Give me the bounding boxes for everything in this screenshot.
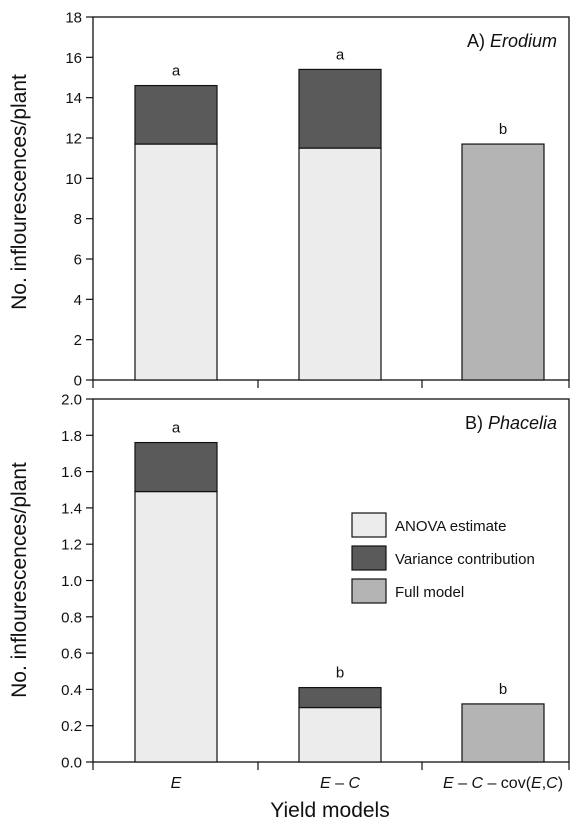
y-tick-label-b: 1.6 xyxy=(61,464,82,481)
y-tick-label-b: 0.2 xyxy=(61,718,82,735)
panel-b-phacelia: 0.0 0.2 0.4 0.6 0.8 1.0 1.2 1.4 1.6 1.8 2.0 a b b B) P… xyxy=(61,392,570,772)
x-category-label-2: E – C xyxy=(320,775,360,792)
bar-variance-b-1 xyxy=(134,441,218,493)
y-tick-label-a: 4 xyxy=(74,292,82,309)
bar-anova-a-1 xyxy=(134,143,218,381)
x-axis-label: Yield models xyxy=(270,799,389,822)
significance-letter-b-3: b xyxy=(499,681,507,698)
y-tick-label-a: 6 xyxy=(74,252,82,269)
legend-label-variance: Variance contribution xyxy=(395,551,535,568)
y-tick-label-b: 0.6 xyxy=(61,646,82,663)
y-tick-label-b: 1.0 xyxy=(61,573,82,590)
legend-label-anova: ANOVA estimate xyxy=(395,518,506,535)
significance-letter-a-1: a xyxy=(172,63,181,80)
y-tick-label-a: 12 xyxy=(65,131,82,148)
y-tick-label-a: 16 xyxy=(65,50,82,67)
panel-label-a: A) Erodium xyxy=(467,31,557,51)
panel-label-b: B) Phacelia xyxy=(465,413,557,433)
bar-full-a-3 xyxy=(461,143,545,381)
y-tick-label-b: 2.0 xyxy=(61,392,82,409)
bar-variance-a-2 xyxy=(298,68,382,149)
y-tick-label-a: 18 xyxy=(65,10,82,27)
legend-swatch-full xyxy=(351,578,387,604)
x-category-label-3: E – C – cov(E,C) xyxy=(443,775,563,792)
significance-letter-b-2: b xyxy=(336,665,344,682)
legend: ANOVA estimate Variance contribution Full … xyxy=(351,512,535,604)
y-tick-label-b: 1.8 xyxy=(61,428,82,445)
y-tick-label-b: 0.0 xyxy=(61,755,82,772)
y-tick-label-b: 1.4 xyxy=(61,500,82,517)
bar-full-b-3 xyxy=(461,703,545,763)
significance-letter-b-1: a xyxy=(172,420,181,437)
x-category-labels: E E – C E – C – cov(E,C) xyxy=(171,775,563,792)
bar-anova-b-2 xyxy=(298,706,382,763)
y-axis-label-a: No. inflourescences/plant xyxy=(8,74,31,310)
bar-anova-a-2 xyxy=(298,147,382,381)
significance-letter-a-3: b xyxy=(499,121,507,138)
y-axis-label-b: No. inflourescences/plant xyxy=(8,462,31,698)
legend-swatch-anova xyxy=(351,512,387,538)
legend-label-full: Full model xyxy=(395,584,464,601)
significance-letter-a-2: a xyxy=(336,46,345,63)
bar-variance-a-1 xyxy=(134,84,218,145)
y-tick-label-a: 0 xyxy=(74,373,82,390)
y-tick-label-a: 14 xyxy=(65,90,82,107)
y-tick-label-a: 10 xyxy=(65,171,82,188)
y-tick-label-b: 1.2 xyxy=(61,537,82,554)
y-tick-label-b: 0.4 xyxy=(61,682,82,699)
bar-variance-b-2 xyxy=(298,686,382,709)
panel-a-erodium: 0 2 4 6 8 10 12 14 16 18 a a b A) Erodium xyxy=(65,10,570,390)
x-category-label-1: E xyxy=(171,775,182,792)
y-tick-label-a: 8 xyxy=(74,211,82,228)
legend-swatch-variance xyxy=(351,545,387,571)
y-tick-label-a: 2 xyxy=(74,332,82,349)
y-tick-label-b: 0.8 xyxy=(61,609,82,626)
bar-anova-b-1 xyxy=(134,490,218,763)
